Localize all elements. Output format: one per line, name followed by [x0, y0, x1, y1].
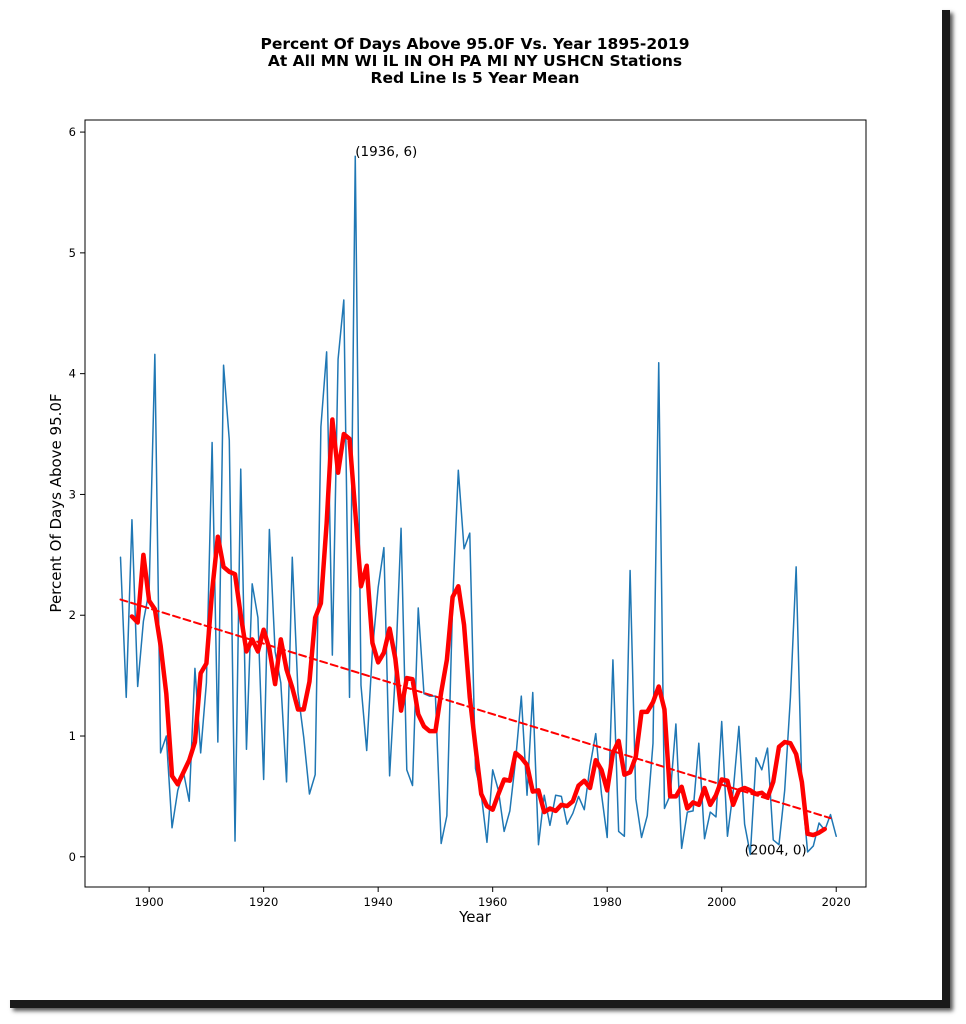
plot-content: [119, 155, 837, 856]
y-tick-label: 0: [69, 850, 76, 864]
plot-area-border: [84, 119, 867, 888]
trend-line: [119, 598, 832, 820]
x-tick-label: 2020: [822, 895, 851, 909]
annotation-label: (1936, 6): [355, 144, 417, 160]
y-axis-label: Percent Of Days Above 95.0F: [47, 393, 65, 612]
five-year-mean-line: [129, 417, 828, 838]
x-tick-label: 1960: [478, 895, 507, 909]
chart-frame: [2, 2, 942, 1000]
annual-percent-line: [119, 155, 837, 856]
annotations: (1936, 6) (2004, 0): [355, 144, 806, 858]
y-tick-label: 3: [69, 487, 76, 501]
x-tick-label: 1920: [249, 895, 278, 909]
chart-title-line-2: At All MN WI IL IN OH PA MI NY USHCN Sta…: [268, 52, 682, 70]
x-tick-label: 1980: [593, 895, 622, 909]
y-axis: 0 1 2 3 4 5 6: [69, 125, 85, 864]
annotation-label: (2004, 0): [745, 842, 807, 858]
x-axis: 1900 1920 1940 1960 1980 2000 2020: [134, 887, 851, 909]
x-axis-label: Year: [458, 908, 492, 926]
chart-title-line-3: Red Line Is 5 Year Mean: [371, 69, 580, 87]
y-tick-label: 2: [69, 608, 76, 622]
chart-title-line-1: Percent Of Days Above 95.0F Vs. Year 189…: [261, 35, 690, 53]
x-tick-label: 2000: [707, 895, 736, 909]
y-tick-label: 1: [69, 729, 76, 743]
x-tick-label: 1940: [364, 895, 393, 909]
y-tick-label: 6: [69, 125, 76, 139]
x-tick-label: 1900: [134, 895, 163, 909]
y-tick-label: 5: [69, 246, 76, 260]
y-tick-label: 4: [69, 367, 76, 381]
